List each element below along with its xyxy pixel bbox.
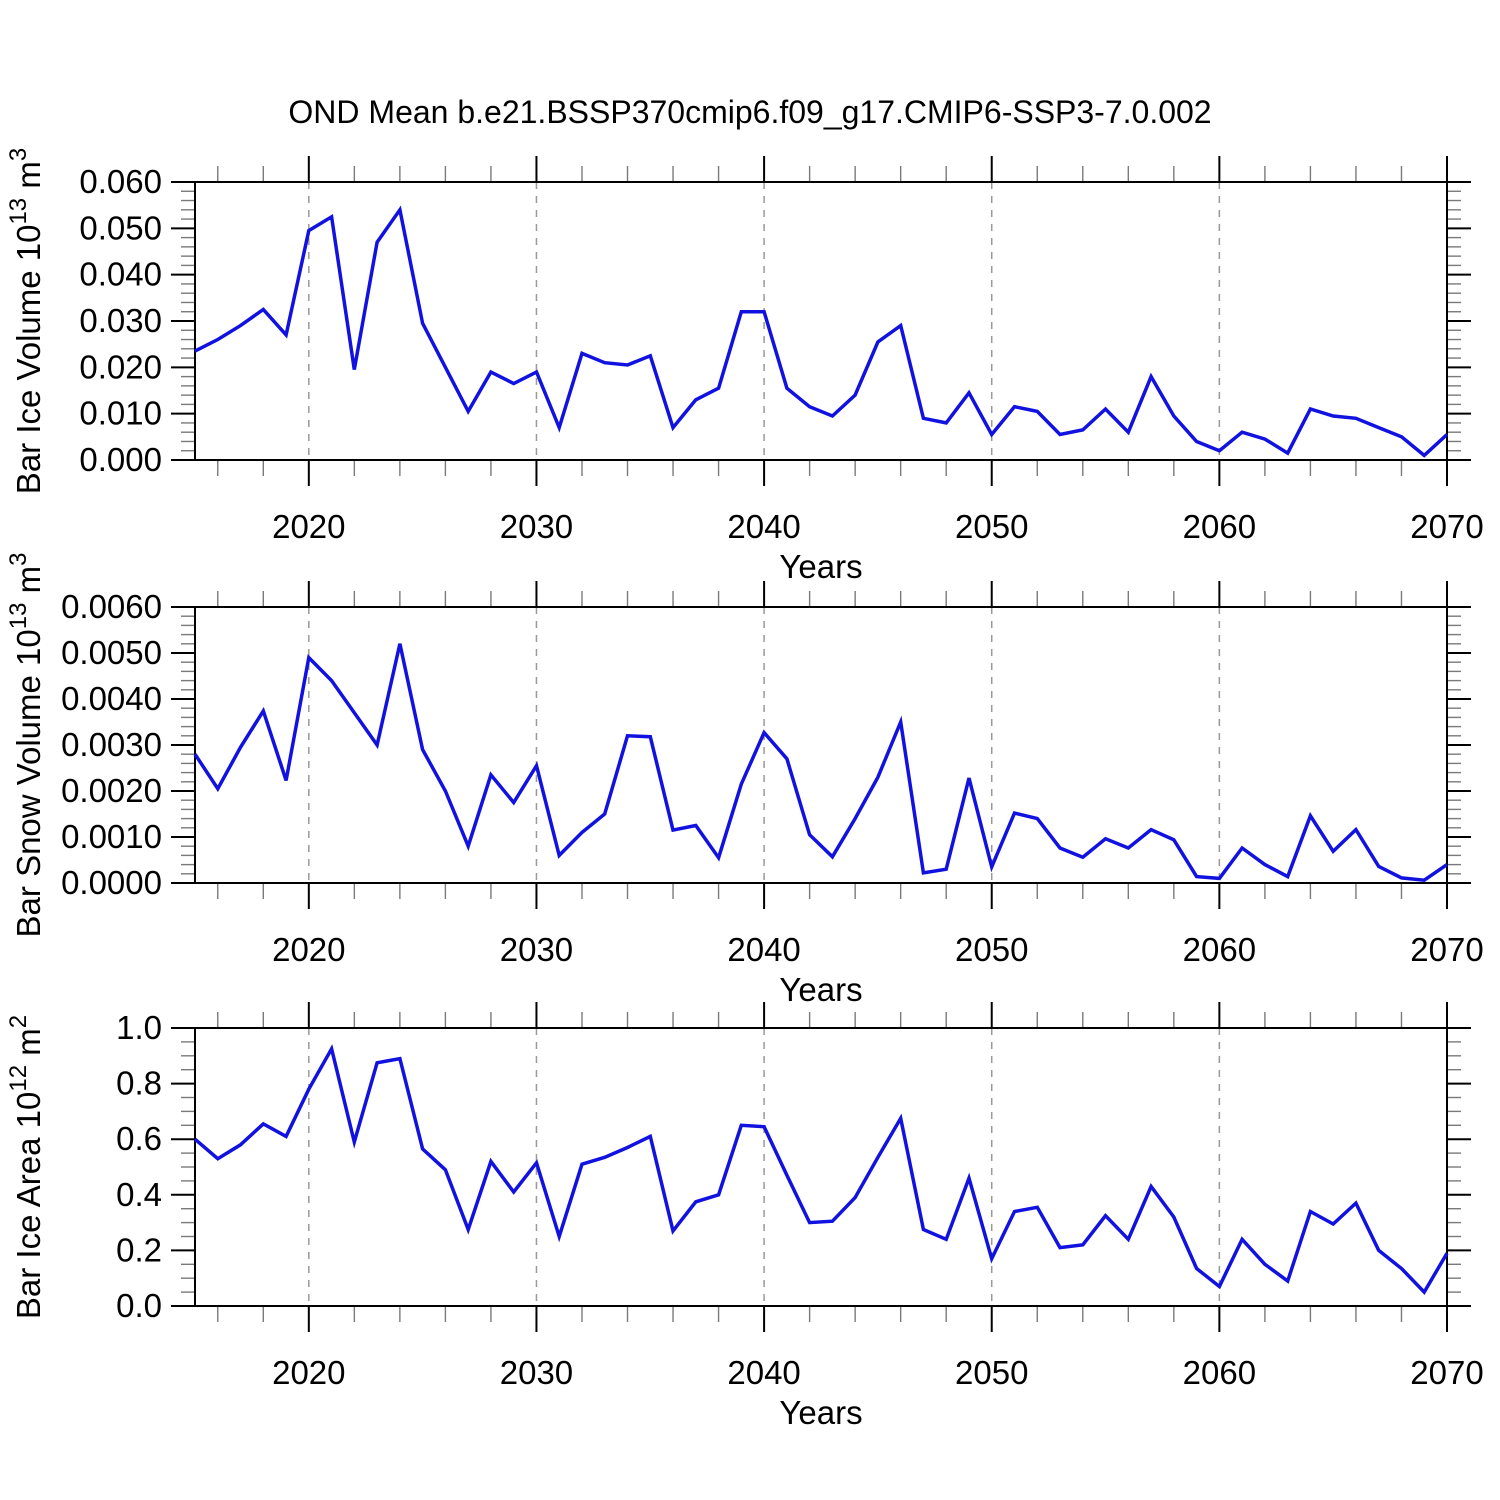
- chart-title: OND Mean b.e21.BSSP370cmip6.f09_g17.CMIP…: [288, 94, 1212, 130]
- x-tick-label: 2020: [272, 508, 345, 545]
- y-tick-label: 0.030: [79, 302, 162, 339]
- plot-frame: [194, 181, 1448, 461]
- y-tick-label: 0.060: [79, 163, 162, 200]
- x-tick-label: 2020: [272, 1354, 345, 1391]
- x-tick-label: 2030: [500, 508, 573, 545]
- y-tick-label: 0.020: [79, 348, 162, 385]
- y-tick-label: 0.0060: [61, 588, 162, 625]
- y-tick-label: 0.0020: [61, 772, 162, 809]
- minor-ticks: [181, 166, 1461, 476]
- x-tick-label: 2020: [272, 931, 345, 968]
- y-tick-label: 0.0: [116, 1287, 162, 1324]
- minor-ticks: [181, 591, 1461, 899]
- x-tick-label: 2050: [955, 508, 1028, 545]
- panel-bar-ice-area: 0.0 0.2 0.4 0.6 0.8 1.0 2020 2030 2040 2050 2060 20…: [5, 1002, 1484, 1431]
- x-axis-title: Years: [779, 1394, 862, 1431]
- x-axis-title: Years: [779, 548, 862, 585]
- x-tick-label: 2030: [500, 1354, 573, 1391]
- y-tick-label: 0.8: [116, 1065, 162, 1102]
- panel-bar-ice-volume: 0.000 0.010 0.020 0.030 0.040 0.050 0.060 2020 2…: [5, 148, 1484, 585]
- x-tick-label: 2040: [727, 508, 800, 545]
- plot-frame: [194, 1027, 1448, 1307]
- x-tick-label: 2060: [1183, 1354, 1256, 1391]
- y-tick-label: 0.0050: [61, 634, 162, 671]
- y-tick-label: 0.2: [116, 1231, 162, 1268]
- x-tick-label: 2070: [1410, 1354, 1483, 1391]
- series-line-bar-ice-area: [193, 1044, 1449, 1295]
- major-ticks: [171, 581, 1471, 909]
- x-tick-label: 2060: [1183, 931, 1256, 968]
- plot-frame: [194, 606, 1448, 884]
- minor-ticks: [181, 1012, 1461, 1322]
- x-tick-label: 2060: [1183, 508, 1256, 545]
- x-tick-label: 2070: [1410, 931, 1483, 968]
- x-tick-label: 2030: [500, 931, 573, 968]
- y-tick-label: 0.050: [79, 209, 162, 246]
- x-tick-label: 2040: [727, 1354, 800, 1391]
- y-tick-label: 0.040: [79, 256, 162, 293]
- series-line-bar-ice-volume: [194, 205, 1449, 458]
- y-tick-label: 0.010: [79, 395, 162, 432]
- y-tick-label: 0.0000: [61, 864, 162, 901]
- y-tick-label: 0.000: [79, 441, 162, 478]
- panel-bar-snow-volume: 0.0000 0.0010 0.0020 0.0030 0.0040 0.0050 0.00…: [5, 553, 1484, 1008]
- x-tick-label: 2040: [727, 931, 800, 968]
- y-tick-label: 1.0: [116, 1009, 162, 1046]
- y-tick-label: 0.0030: [61, 726, 162, 763]
- x-tick-label: 2050: [955, 1354, 1028, 1391]
- major-ticks: [171, 156, 1471, 486]
- y-axis-title: Bar Ice Area 1012 m2: [5, 1015, 47, 1319]
- series-line-bar-snow-volume: [193, 643, 1448, 883]
- y-tick-label: 0.6: [116, 1120, 162, 1157]
- y-tick-label: 0.4: [116, 1176, 162, 1213]
- x-axis-title: Years: [779, 971, 862, 1008]
- x-tick-label: 2070: [1410, 508, 1483, 545]
- y-tick-label: 0.0040: [61, 680, 162, 717]
- y-axis-title: Bar Snow Volume 1013 m3: [5, 553, 47, 938]
- y-tick-label: 0.0010: [61, 818, 162, 855]
- major-ticks: [171, 1002, 1471, 1332]
- y-axis-title: Bar Ice Volume 1013 m3: [5, 148, 47, 494]
- x-tick-label: 2050: [955, 931, 1028, 968]
